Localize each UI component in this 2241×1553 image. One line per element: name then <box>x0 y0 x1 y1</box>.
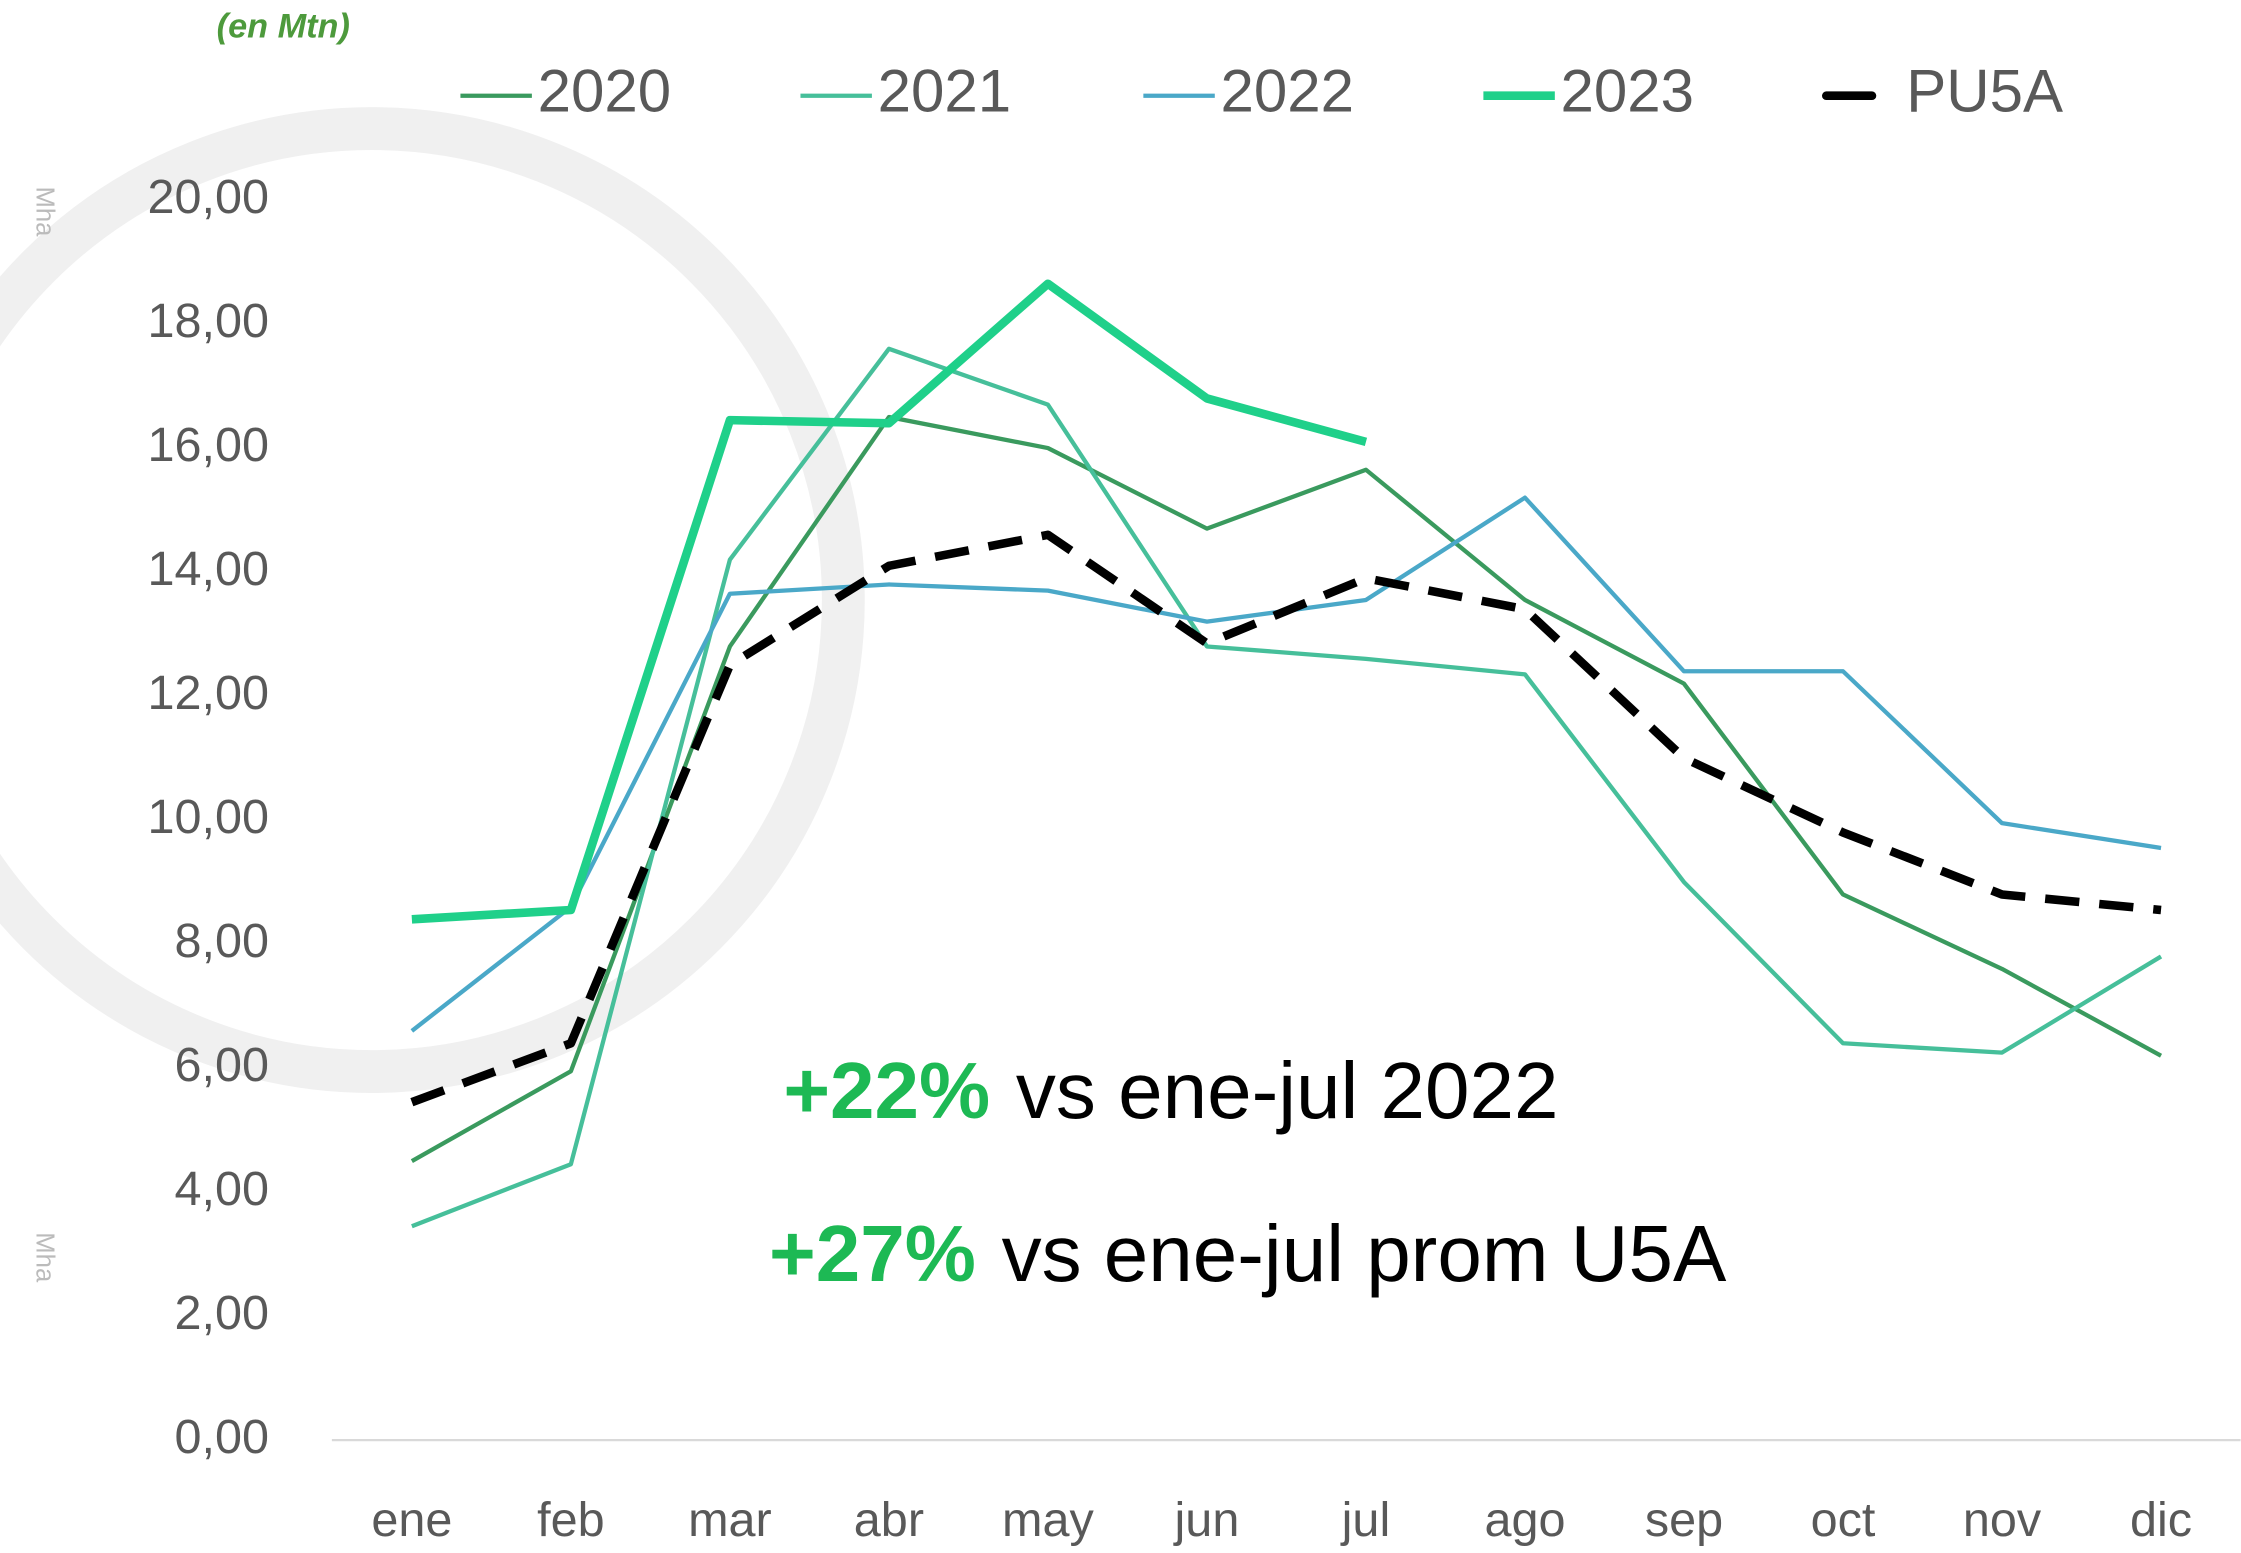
x-tick-label: nov <box>1963 1493 2042 1547</box>
x-tick-label: sep <box>1645 1493 1723 1547</box>
x-tick-label: abr <box>854 1493 924 1547</box>
annotation-highlight: +27% <box>769 1209 976 1298</box>
series-line <box>411 279 1368 924</box>
y-tick-label: 6,00 <box>174 1038 269 1092</box>
legend-label: 2020 <box>538 58 671 125</box>
x-tick-label: ago <box>1484 1493 1565 1547</box>
side-label: Mha <box>30 1232 58 1283</box>
x-tick-label: jul <box>1340 1493 1391 1547</box>
unit-label: (en Mtn) <box>217 8 350 46</box>
legend-label: 2022 <box>1221 58 1354 125</box>
x-tick-label: ene <box>371 1493 452 1547</box>
annotation-text: vs ene-jul prom U5A <box>1002 1209 1727 1298</box>
y-tick-label: 8,00 <box>174 914 269 968</box>
y-tick-label: 16,00 <box>147 418 269 472</box>
x-tick-label: mar <box>688 1493 772 1547</box>
legend-label: 2021 <box>878 58 1011 125</box>
y-tick-label: 20,00 <box>147 170 269 224</box>
x-tick-label: jun <box>1173 1493 1240 1547</box>
series-line <box>410 530 2162 1107</box>
y-tick-label: 10,00 <box>147 790 269 844</box>
side-label: Mha <box>30 186 58 237</box>
series-line <box>411 346 2163 1229</box>
x-tick-label: feb <box>537 1493 605 1547</box>
annotation-highlight: +22% <box>783 1046 990 1135</box>
y-tick-label: 12,00 <box>147 666 269 720</box>
annotation: +27% vs ene-jul prom U5A <box>769 1209 1727 1298</box>
y-tick-label: 4,00 <box>174 1162 269 1216</box>
y-tick-label: 14,00 <box>147 542 269 596</box>
annotation-text: vs ene-jul 2022 <box>1016 1046 1559 1135</box>
legend-label: PU5A <box>1906 58 2063 125</box>
annotation: +22% vs ene-jul 2022 <box>783 1046 1558 1135</box>
y-tick-label: 18,00 <box>147 294 269 348</box>
x-tick-label: dic <box>2130 1493 2192 1547</box>
legend-label: 2023 <box>1561 58 1694 125</box>
y-tick-label: 2,00 <box>174 1286 269 1340</box>
y-tick-label: 0,00 <box>174 1410 269 1464</box>
x-tick-label: oct <box>1811 1493 1876 1547</box>
x-tick-label: may <box>1002 1493 1094 1547</box>
watermark <box>0 107 865 1093</box>
